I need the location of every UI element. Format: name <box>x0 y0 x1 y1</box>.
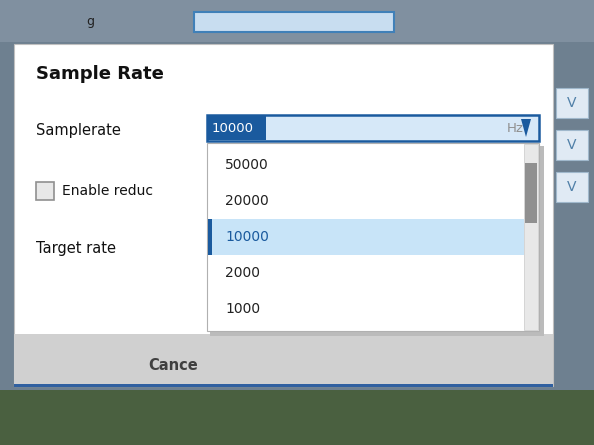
Bar <box>0 0 594 42</box>
Bar <box>556 172 588 202</box>
Text: Sample Rate: Sample Rate <box>36 65 164 83</box>
Bar <box>556 88 588 118</box>
Bar <box>525 163 537 223</box>
Text: 10000: 10000 <box>225 230 269 244</box>
Bar <box>36 182 54 200</box>
Bar <box>556 130 588 160</box>
Bar <box>194 12 394 32</box>
Text: V: V <box>567 138 577 152</box>
Text: 1000: 1000 <box>225 302 260 316</box>
Bar <box>14 384 553 387</box>
Bar <box>14 334 553 386</box>
Text: V: V <box>567 96 577 110</box>
Text: 20000: 20000 <box>225 194 268 208</box>
Bar <box>14 44 553 386</box>
Bar <box>0 390 594 445</box>
Text: Cance: Cance <box>148 359 198 373</box>
Bar <box>208 219 212 255</box>
Polygon shape <box>521 119 531 137</box>
Text: Target rate: Target rate <box>36 240 116 255</box>
Text: Hz: Hz <box>507 121 524 134</box>
Text: 2000: 2000 <box>225 266 260 280</box>
Text: Samplerate: Samplerate <box>36 122 121 138</box>
Bar <box>207 143 539 331</box>
Bar <box>524 144 538 330</box>
Bar <box>208 116 266 140</box>
Text: 10000: 10000 <box>212 121 254 134</box>
Text: g: g <box>86 16 94 28</box>
Text: V: V <box>567 180 577 194</box>
Bar <box>210 146 544 336</box>
Text: Enable reduc: Enable reduc <box>62 184 153 198</box>
Bar <box>208 219 524 255</box>
Bar <box>207 115 539 141</box>
Text: 50000: 50000 <box>225 158 268 172</box>
